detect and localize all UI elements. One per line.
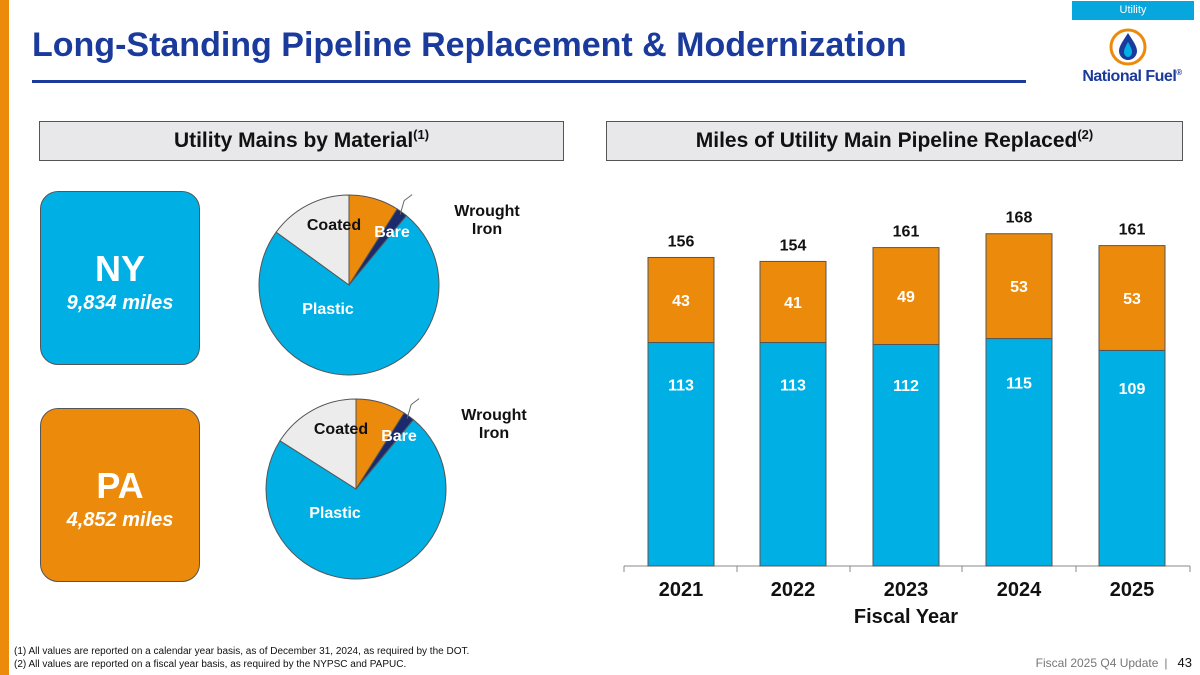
ny-label-plastic: Plastic: [302, 301, 354, 318]
ny-label-coated: Coated: [307, 217, 361, 234]
pa-pie-slice-plastic: [265, 418, 447, 580]
pa-label-wrought-line1: Wrought: [461, 407, 527, 424]
national-fuel-logo: [1109, 28, 1147, 66]
bar-other-2023: [872, 247, 940, 345]
pa-label-plastic: Plastic: [309, 505, 361, 522]
replaced-section-header: Miles of Utility Main Pipeline Replaced(…: [606, 121, 1183, 161]
bar-plastic-2022: [759, 342, 827, 567]
bar-value-other-2023: 49: [897, 289, 915, 306]
footer: Fiscal 2025 Q4 Update | 43: [980, 655, 1192, 670]
ny-state-box: NY 9,834 miles: [40, 191, 200, 365]
ny-wrought-leader-line: [399, 194, 413, 215]
ny-abbr: NY: [94, 248, 145, 289]
bar-other-2022: [759, 260, 827, 344]
ny-pie-slice-plastic: [258, 214, 440, 376]
pa-miles: 4,852 miles: [66, 509, 174, 531]
footnotes: (1) All values are reported on a calenda…: [14, 645, 469, 671]
ny-label-wrought-line1: Wrought: [454, 203, 520, 220]
page-title: Long-Standing Pipeline Replacement & Mod…: [32, 26, 907, 64]
bar-value-other-2024: 53: [1010, 279, 1028, 296]
ny-miles: 9,834 miles: [66, 292, 174, 314]
footer-separator: |: [1164, 656, 1168, 670]
footer-label: Fiscal 2025 Q4 Update: [1035, 656, 1159, 670]
bar-category-2021: 2021: [659, 579, 704, 601]
footnote-2: (2) All values are reported on a fiscal …: [14, 659, 407, 670]
pa-state-box: PA 4,852 miles: [40, 408, 200, 582]
pa-label-coated: Coated: [314, 421, 368, 438]
bar-total-2024: 168: [1006, 210, 1033, 227]
bar-total-2025: 161: [1119, 222, 1146, 239]
bar-other-2024: [985, 233, 1053, 340]
ny-pie-slice-coated: [275, 194, 350, 286]
bar-value-other-2022: 41: [784, 295, 802, 312]
ny-label-bare: Bare: [374, 224, 410, 241]
footnote-1: (1) All values are reported on a calenda…: [14, 646, 470, 657]
ny-label-wrought-line2: Iron: [472, 221, 502, 238]
section-tag: Utility: [1072, 1, 1194, 20]
logo-wordmark: National Fuel®: [1082, 68, 1182, 85]
bar-other-2025: [1098, 245, 1166, 351]
bar-total-2022: 154: [780, 237, 807, 254]
bar-total-2023: 161: [893, 224, 920, 241]
bar-category-2024: 2024: [997, 579, 1042, 601]
bar-other-2021: [647, 256, 715, 344]
bar-value-plastic-2023: 112: [893, 378, 919, 395]
pa-label-wrought-line2: Iron: [479, 425, 509, 442]
bar-category-2023: 2023: [884, 579, 929, 601]
bar-plastic-2023: [872, 343, 940, 567]
pa-abbr: PA: [96, 465, 144, 506]
bar-value-other-2025: 53: [1123, 291, 1141, 308]
pa-pie-slice-coated: [279, 398, 357, 490]
bar-value-other-2021: 43: [672, 293, 690, 310]
bar-plastic-2025: [1098, 349, 1166, 567]
pa-label-bare: Bare: [381, 428, 417, 445]
bar-value-plastic-2021: 113: [668, 377, 694, 394]
bar-value-plastic-2024: 115: [1006, 375, 1032, 392]
title-divider: [32, 80, 1026, 83]
pa-wrought-leader-line: [406, 398, 420, 419]
bar-category-2022: 2022: [771, 579, 816, 601]
bar-plastic-2021: [647, 342, 715, 567]
bar-plastic-2024: [985, 338, 1053, 567]
page-number: 43: [1177, 655, 1192, 670]
bar-total-2021: 156: [668, 233, 695, 250]
bar-value-plastic-2025: 109: [1119, 381, 1146, 398]
bar-category-2025: 2025: [1110, 579, 1155, 601]
logo-flame-inner-icon: [1124, 42, 1132, 57]
bar-value-plastic-2022: 113: [780, 377, 806, 394]
bar-x-axis-title: Fiscal Year: [854, 606, 958, 628]
accent-strip: [0, 0, 9, 675]
materials-section-header: Utility Mains by Material(1): [39, 121, 564, 161]
